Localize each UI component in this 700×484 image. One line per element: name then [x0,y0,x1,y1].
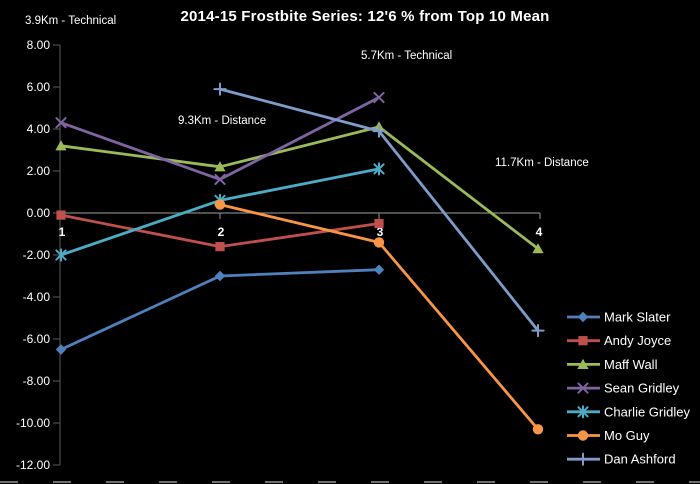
x-axis-label: 4 [536,225,543,239]
y-axis-label: 0.00 [27,206,51,220]
data-point-marker [214,161,226,172]
annotation-label: 3.9Km - Technical [25,15,116,27]
y-axis-label: 8.00 [27,38,51,52]
series-line-mark-slater [59,268,381,351]
y-axis-label: 2.00 [27,164,51,178]
data-point-marker [214,199,226,210]
data-point-marker [373,264,385,275]
data-point-marker [532,424,544,435]
y-axis-label: 6.00 [27,80,51,94]
data-point-marker [55,117,67,129]
series-line-maff-wall [59,125,540,251]
y-axis-label: 4.00 [27,122,51,136]
legend-label: Mark Slater [604,310,671,325]
annotation-label: 5.7Km - Technical [361,50,452,62]
y-axis-label: -12.00 [16,458,50,472]
legend-label: Charlie Gridley [604,404,690,419]
data-point-marker [374,218,384,229]
y-axis-label: -2.00 [23,248,51,262]
data-point-marker [577,358,589,369]
x-axis-label: 1 [59,225,66,239]
data-point-marker [215,242,225,252]
annotation-label: 11.7Km - Distance [495,157,589,169]
data-point-marker [56,210,66,220]
legend-label: Sean Gridley [604,381,680,396]
data-point-marker [578,336,588,346]
y-axis-label: -4.00 [23,290,51,304]
data-point-marker [55,344,67,355]
y-axis-label: -8.00 [23,374,51,388]
legend-label: Andy Joyce [604,333,671,348]
data-point-marker [373,91,385,104]
x-axis-label: 3 [377,225,384,239]
y-axis-label: -10.00 [16,416,50,430]
data-point-marker [214,270,226,282]
y-axis-label: -6.00 [23,332,51,346]
data-point-marker [532,243,544,254]
legend-label: Dan Ashford [604,452,676,467]
data-point-marker [55,140,67,151]
legend-label: Maff Wall [604,357,658,372]
data-point-marker [577,311,589,323]
annotation-label: 9.3Km - Distance [178,115,266,127]
data-point-marker [577,382,589,394]
data-point-marker [373,237,385,248]
x-axis-label: 2 [218,225,225,239]
chart-title: 2014-15 Frostbite Series: 12'6 % from To… [180,8,550,25]
data-point-marker [577,430,589,441]
legend-label: Mo Guy [604,428,650,443]
data-point-marker [214,173,226,185]
